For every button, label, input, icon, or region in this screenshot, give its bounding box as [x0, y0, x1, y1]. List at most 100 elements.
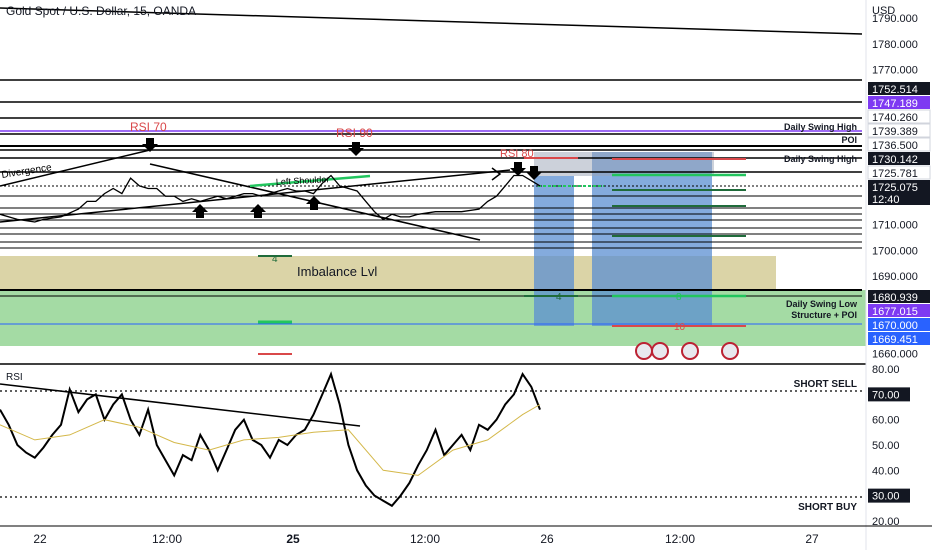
news-events — [635, 342, 739, 360]
level-8-label: 8 — [676, 292, 682, 303]
rsi-badge — [868, 488, 910, 503]
us-flag-icon — [721, 342, 739, 360]
us-flag-icon — [681, 342, 699, 360]
rsi80-label: RSI 80 — [500, 148, 534, 160]
target-markers — [258, 157, 746, 355]
time-tick-label: 25 — [286, 532, 300, 546]
rsi-series-layer — [0, 371, 541, 508]
price-badge — [867, 123, 931, 138]
price-badge — [868, 290, 930, 303]
price-badge — [868, 304, 930, 317]
price-badge-text: 1739.389 — [872, 126, 918, 138]
price-badge-text: 1680.939 — [872, 292, 918, 304]
rsi-badge-text: 70.00 — [872, 389, 900, 401]
rsi-tick-label: 50.00 — [872, 440, 900, 452]
price-series-layer — [0, 174, 541, 223]
rsi-ma-line — [0, 404, 541, 476]
down-arrow-icon — [348, 142, 364, 156]
price-badge — [868, 152, 930, 165]
up-arrow-icon — [192, 204, 208, 218]
poi-label: POI — [841, 135, 857, 145]
daily-swing-high-label: Daily Swing High — [784, 154, 857, 164]
rsi90-label: RSI 90 — [336, 126, 373, 140]
price-badge — [868, 82, 930, 95]
down-arrow-icon — [510, 162, 526, 176]
time-tick-label: 22 — [33, 532, 47, 546]
us-flag-icon — [651, 342, 669, 360]
rsi-badges: 70.00 30.00 — [868, 387, 910, 503]
price-badge — [867, 165, 931, 180]
symbol-title: Gold Spot / U.S. Dollar, 15, OANDA — [6, 4, 197, 18]
divergence-line — [0, 149, 151, 187]
level-4a-label: 4 — [272, 254, 278, 265]
level-4b-label: 4 — [556, 292, 562, 303]
price-tick-label: 1770.000 — [872, 65, 918, 77]
price-badge-text: 12:40 — [872, 194, 900, 206]
price-badge — [868, 318, 930, 331]
up-arrow-icon — [306, 196, 322, 210]
down-arrow-icon — [526, 166, 542, 180]
price-badge-text: 1740.260 — [872, 112, 918, 124]
us-flag-icon — [635, 342, 653, 360]
rsi-tick-label: 60.00 — [872, 415, 900, 427]
price-badge-text: 1725.075 — [872, 182, 918, 194]
price-tick-label: 1690.000 — [872, 271, 918, 283]
price-tick-label: 1710.000 — [872, 220, 918, 232]
rsi-trendline — [0, 383, 361, 427]
price-badge — [868, 192, 930, 205]
daily-swing-low-label: Daily Swing Low — [786, 299, 858, 309]
price-tick-label: 1780.000 — [872, 39, 918, 51]
poi-zone — [0, 290, 866, 346]
daily-swing-high-label: Daily Swing High — [784, 122, 857, 132]
level-10-label: 10 — [674, 322, 686, 333]
time-tick-label: 26 — [540, 532, 554, 546]
price-badges: 1752.514 1747.189 1740.260 1739.389 1736.500… — [867, 82, 931, 346]
rsi-tick-label: 40.00 — [872, 465, 900, 477]
price-tick-label: 1700.000 — [872, 245, 918, 257]
time-tick-label: 12:00 — [665, 532, 695, 546]
price-badge-text: 1725.781 — [872, 168, 918, 180]
price-badge-text: 1670.000 — [872, 320, 918, 332]
price-line — [0, 174, 541, 223]
up-arrow-icon — [250, 204, 266, 218]
rsi-badge-text: 30.00 — [872, 491, 900, 503]
short-sell-label: SHORT SELL — [794, 379, 857, 390]
price-badge-text: 1752.514 — [872, 84, 918, 96]
price-axis[interactable]: 1790.000 1780.000 1770.000 1710.000 1700.000… — [872, 13, 918, 361]
zones-layer — [0, 152, 866, 346]
down-arrow-icon — [142, 138, 158, 152]
time-axis[interactable]: 22 12:00 25 12:00 26 12:00 27 — [33, 532, 819, 546]
price-badge — [868, 180, 930, 193]
price-badge — [868, 332, 930, 345]
time-tick-label: 27 — [805, 532, 819, 546]
short-box-2 — [592, 152, 712, 326]
price-badge-text: 1736.500 — [872, 140, 918, 152]
rsi-axis[interactable]: 80.00 60.00 50.00 40.00 20.00 — [872, 364, 900, 528]
price-badge-text: 1669.451 — [872, 334, 918, 346]
structure-poi-label: Structure + POI — [791, 310, 857, 320]
rsi-pane-label: RSI — [6, 372, 23, 383]
annotations-text: RSI 70 RSI 90 RSI 80 Divergence Left Sho… — [1, 120, 858, 513]
price-badge-text: 1747.189 — [872, 98, 918, 110]
price-tick-label: 1790.000 — [872, 13, 918, 25]
imbalance-label: Imbalance Lvl — [297, 264, 377, 279]
shoulder-line — [249, 174, 371, 188]
rsi-line — [0, 371, 541, 508]
short-buy-label: SHORT BUY — [798, 502, 857, 513]
chevron-right-icon — [491, 167, 502, 181]
time-tick-label: 12:00 — [152, 532, 182, 546]
rsi-tick-label: 20.00 — [872, 516, 900, 528]
rsi-badge — [868, 387, 910, 402]
long-trendline — [0, 7, 863, 35]
rsi70-label: RSI 70 — [130, 120, 167, 134]
arrows — [142, 138, 542, 218]
left-shoulder-label: Left Shoulder — [276, 174, 330, 187]
price-tick-label: 1660.000 — [872, 349, 918, 361]
price-badge-text: 1677.015 — [872, 306, 918, 318]
price-badge-text: 1730.142 — [872, 154, 918, 166]
rsi-tick-label: 80.00 — [872, 364, 900, 376]
neckline — [0, 169, 511, 223]
time-tick-label: 12:00 — [410, 532, 440, 546]
short-box-1 — [534, 176, 574, 326]
